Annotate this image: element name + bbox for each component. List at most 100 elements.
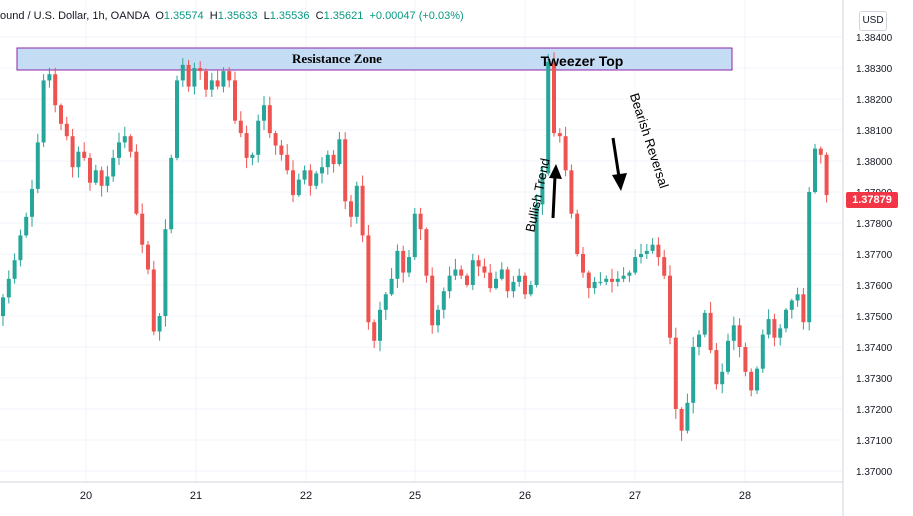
x-tick-label: 27	[629, 490, 641, 502]
candle-body	[656, 244, 661, 258]
candle-body	[517, 275, 522, 282]
x-tick-label: 22	[300, 490, 312, 502]
candle-body	[488, 272, 493, 289]
candle-body	[99, 170, 104, 186]
candle-body	[47, 74, 52, 81]
candle-body	[784, 309, 788, 329]
candle-body	[204, 71, 208, 90]
candle-body	[412, 213, 417, 258]
candle-body	[581, 254, 585, 273]
tweezer-top-label: Tweezer Top	[541, 53, 624, 69]
candle-body	[482, 266, 487, 273]
candle-body	[557, 133, 562, 137]
candle-body	[546, 61, 551, 174]
candle-body	[795, 294, 800, 301]
candle-body	[436, 309, 440, 326]
bullish-trend-label: Bullish Trend	[522, 157, 552, 234]
candle-body	[111, 157, 116, 177]
y-tick-label: 1.37400	[856, 343, 893, 354]
low-label: L	[263, 10, 270, 22]
candle-body	[134, 151, 139, 214]
candle-body	[621, 275, 626, 279]
y-tick-label: 1.38300	[856, 64, 893, 75]
candle-body	[250, 154, 255, 158]
high-label: H	[209, 10, 218, 22]
candle-body	[720, 371, 725, 385]
candle-body	[192, 68, 197, 87]
candle-body	[395, 250, 400, 279]
candle-body	[215, 80, 220, 87]
candle-body	[35, 142, 40, 189]
candle-body	[30, 188, 34, 217]
candle-body	[354, 185, 359, 217]
y-tick-label: 1.38000	[856, 157, 893, 168]
x-tick-label: 20	[80, 490, 92, 502]
candle-body	[505, 269, 510, 292]
candle-body	[534, 204, 539, 285]
candle-body	[662, 257, 667, 276]
candle-body	[807, 192, 812, 323]
candle-body	[273, 133, 278, 146]
y-tick-label: 1.37600	[856, 281, 893, 292]
candle-body	[766, 319, 771, 335]
candle-body	[41, 80, 46, 143]
candle-body	[308, 170, 313, 186]
candle-body	[430, 275, 435, 326]
candle-body	[325, 154, 330, 168]
candle-body	[279, 145, 284, 155]
candle-body	[476, 260, 481, 267]
candle-body	[401, 250, 406, 273]
candle-body	[314, 173, 319, 186]
y-tick-label: 1.37000	[856, 467, 893, 478]
candle-body	[186, 64, 191, 87]
candle-body	[291, 170, 295, 196]
candle-body	[262, 105, 266, 121]
low-value: 1.35536	[269, 10, 310, 22]
candle-body	[366, 235, 371, 323]
candle-body	[569, 170, 574, 214]
candle-body	[459, 269, 464, 276]
y-tick-label: 1.37700	[856, 250, 893, 261]
candle-body	[256, 120, 261, 155]
candle-body	[731, 325, 736, 341]
x-tick-label: 28	[739, 490, 751, 502]
candle-body	[813, 148, 817, 192]
candle-body	[714, 350, 719, 385]
candle-body	[523, 275, 527, 295]
candle-body	[418, 213, 423, 230]
candle-body	[343, 139, 348, 202]
candle-body	[227, 71, 232, 81]
candle-body	[760, 334, 765, 369]
bearish-reversal-label: Bearish Reversal	[627, 91, 672, 190]
candle-body	[801, 294, 806, 323]
candle-body	[789, 300, 794, 310]
y-tick-label: 1.38400	[856, 33, 893, 44]
candle-body	[737, 325, 742, 347]
candle-body	[575, 213, 580, 254]
candle-body	[778, 328, 783, 338]
candle-body	[24, 216, 29, 236]
candle-body	[441, 291, 446, 310]
last-price-tag: 1.37879	[846, 192, 898, 208]
bullish-arrow-shaft	[551, 175, 557, 219]
candle-body	[233, 80, 237, 121]
candle-body	[726, 340, 730, 372]
candle-body	[378, 309, 382, 341]
candle-body	[238, 120, 243, 134]
candle-body	[598, 281, 603, 283]
candle-body	[180, 64, 185, 81]
candle-body	[697, 334, 701, 347]
candle-body	[117, 142, 121, 158]
candle-body	[668, 275, 672, 338]
candle-body	[563, 136, 568, 171]
close-value: 1.35621	[323, 10, 364, 22]
currency-button[interactable]: USD	[859, 11, 887, 31]
open-label: O	[155, 10, 164, 22]
candle-body	[128, 136, 133, 152]
y-tick-label: 1.37500	[856, 312, 893, 323]
candle-body	[615, 278, 620, 282]
candle-body	[702, 312, 707, 335]
candle-body	[772, 319, 777, 338]
candle-body	[743, 347, 748, 372]
